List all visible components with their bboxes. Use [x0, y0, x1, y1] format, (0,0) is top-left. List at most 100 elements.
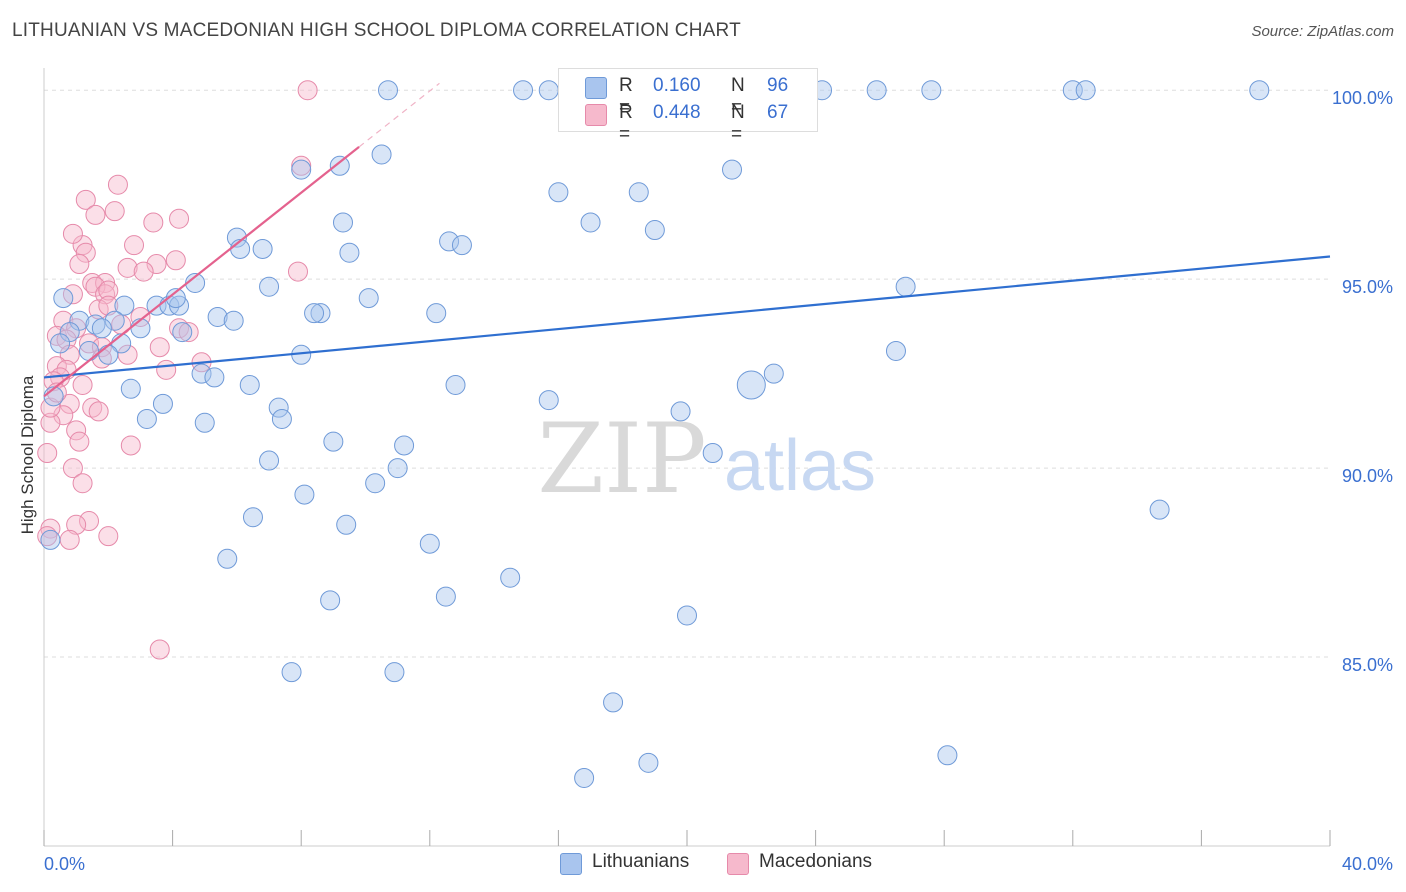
data-point — [130, 318, 151, 339]
macedonians-trend-extension — [358, 82, 440, 148]
data-point — [95, 284, 116, 305]
data-point — [156, 359, 177, 380]
source-label: Source: ZipAtlas.com — [1251, 23, 1394, 40]
data-point — [439, 231, 460, 252]
data-point — [191, 363, 212, 384]
legend-label: Lithuanians — [592, 851, 690, 872]
data-point — [165, 288, 186, 309]
data-point — [72, 473, 93, 494]
data-point — [120, 435, 141, 456]
data-point — [378, 80, 399, 101]
data-point — [419, 533, 440, 554]
data-point — [574, 767, 595, 788]
data-point — [53, 288, 74, 309]
data-point — [223, 310, 244, 331]
data-point — [85, 314, 106, 335]
data-point — [165, 250, 186, 271]
data-point — [98, 280, 119, 301]
data-point — [1249, 80, 1270, 101]
r-label: R = — [619, 75, 633, 118]
axes — [43, 68, 1331, 847]
data-point — [426, 303, 447, 324]
data-point — [291, 159, 312, 180]
data-point — [336, 514, 357, 535]
data-point — [37, 526, 58, 547]
data-point — [85, 204, 106, 225]
macedonians-points — [37, 80, 318, 660]
data-point — [62, 458, 83, 479]
macedonians-legend-swatch — [727, 853, 749, 875]
macedonians-trend-line — [43, 146, 360, 398]
data-point — [644, 220, 665, 241]
watermark-atlas: atlas — [724, 426, 876, 506]
data-point — [451, 235, 472, 256]
data-point — [136, 408, 157, 429]
data-point — [40, 412, 61, 433]
data-point — [445, 374, 466, 395]
data-point — [365, 473, 386, 494]
trend-lines — [43, 82, 1331, 398]
data-point — [107, 174, 128, 195]
data-point — [603, 692, 624, 713]
data-point — [130, 306, 151, 327]
data-point — [538, 80, 559, 101]
data-point — [332, 212, 353, 233]
data-point — [37, 443, 58, 463]
y-tick-label: 95.0% — [1342, 277, 1393, 297]
data-point — [339, 242, 360, 263]
data-point — [1149, 499, 1170, 520]
data-point — [226, 227, 247, 248]
data-point — [79, 340, 100, 361]
data-point — [538, 390, 559, 411]
r-value: 0.448 — [653, 102, 701, 123]
data-point — [143, 212, 164, 233]
data-point — [271, 408, 292, 429]
data-point — [66, 514, 87, 535]
lithuanians-swatch — [585, 77, 607, 99]
data-point — [310, 303, 331, 324]
data-point — [133, 261, 154, 282]
data-point — [59, 393, 80, 414]
lithuanians-points — [40, 80, 1270, 788]
n-value: 96 — [767, 75, 789, 96]
data-point — [281, 662, 302, 683]
data-point — [513, 80, 534, 101]
data-point — [104, 310, 125, 331]
data-point — [124, 235, 145, 256]
data-point — [937, 745, 958, 766]
y-axis-label: High School Diploma — [18, 375, 37, 535]
x-tick-label: 40.0% — [1342, 854, 1393, 874]
data-point — [387, 458, 408, 479]
data-point — [152, 393, 173, 414]
data-point — [72, 374, 93, 395]
data-point — [172, 322, 193, 343]
data-point — [79, 333, 100, 354]
data-point — [40, 397, 61, 418]
data-point — [79, 511, 100, 532]
data-point — [252, 238, 273, 259]
data-point — [75, 189, 96, 210]
data-point — [435, 586, 456, 607]
data-point — [194, 412, 215, 433]
data-point — [75, 242, 96, 263]
data-point — [88, 401, 109, 422]
data-point — [82, 397, 103, 418]
data-point — [736, 370, 766, 400]
data-point — [921, 80, 942, 101]
n-label: N = — [731, 75, 745, 118]
data-point — [384, 662, 405, 683]
watermark: ZIP atlas — [537, 403, 876, 515]
y-tick-label: 90.0% — [1342, 466, 1393, 486]
x-tick-label: 0.0% — [44, 854, 85, 874]
data-point — [320, 590, 341, 611]
data-point — [371, 144, 392, 165]
data-point — [69, 431, 90, 452]
data-point — [149, 639, 170, 660]
data-point — [323, 431, 344, 452]
y-tick-label: 85.0% — [1342, 655, 1393, 675]
n-value: 67 — [767, 102, 789, 123]
data-point — [297, 80, 318, 101]
data-point — [885, 340, 906, 361]
data-point — [1075, 80, 1096, 101]
